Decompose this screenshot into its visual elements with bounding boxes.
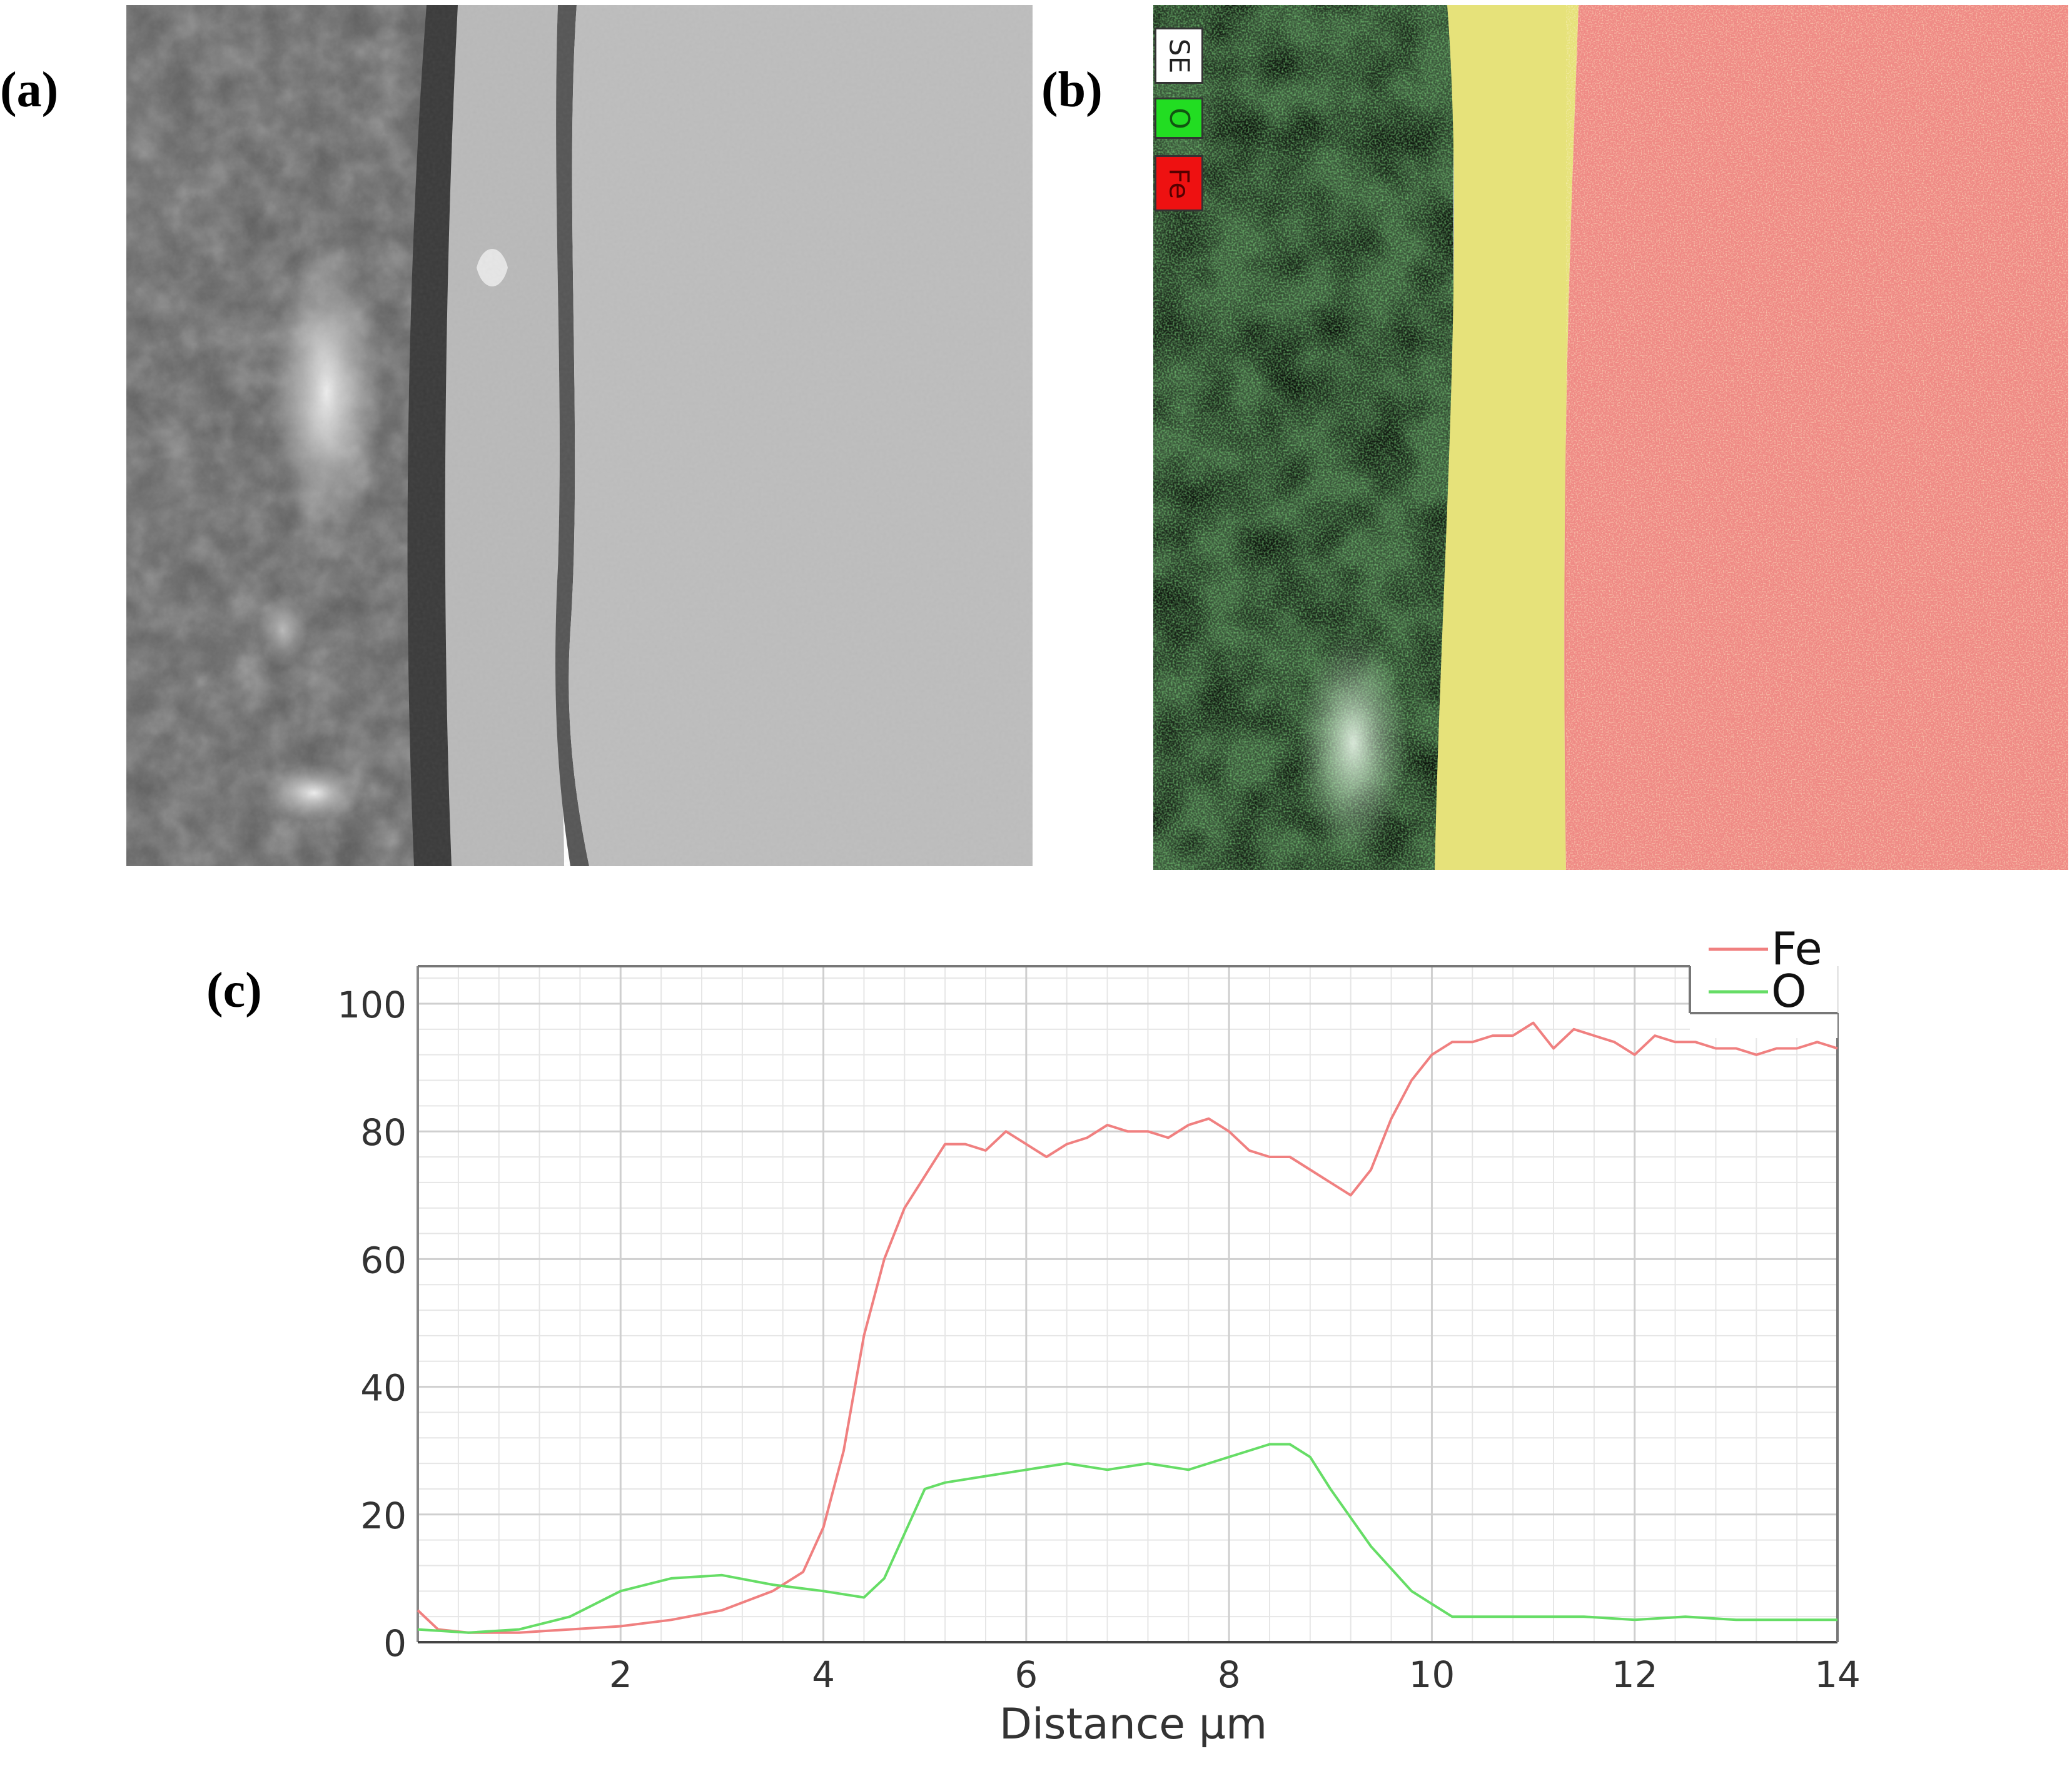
panel-b-label: (b) bbox=[1041, 63, 1103, 118]
y-tick-label: 0 bbox=[383, 1622, 407, 1665]
x-tick-label: 10 bbox=[1409, 1653, 1455, 1696]
map-key-o-label: O bbox=[1163, 107, 1195, 129]
x-tick-label: 8 bbox=[1218, 1653, 1241, 1696]
chart-axes bbox=[417, 965, 1839, 1643]
map-key-o: O bbox=[1155, 98, 1203, 139]
plot-background bbox=[418, 966, 1837, 1642]
map-key-fe: Fe bbox=[1155, 155, 1203, 211]
legend-label-fe: Fe bbox=[1771, 922, 1822, 975]
x-tick-label: 14 bbox=[1814, 1653, 1861, 1696]
x-tick-label: 4 bbox=[812, 1653, 835, 1696]
legend-box bbox=[1690, 938, 1837, 1038]
chart-ticks: 0 20 40 60 80 100 2 4 6 8 10 12 14 bbox=[337, 984, 1861, 1696]
y-tick-label: 20 bbox=[360, 1495, 407, 1537]
x-tick-label: 12 bbox=[1612, 1653, 1658, 1696]
panel-c-label: (c) bbox=[206, 963, 262, 1018]
x-tick-label: 6 bbox=[1014, 1653, 1038, 1696]
y-tick-label: 60 bbox=[360, 1239, 407, 1281]
chart-canvas: 0 20 40 60 80 100 2 4 6 8 10 12 14 FeO Distance µm bbox=[337, 922, 1861, 1749]
sem-micrograph bbox=[126, 5, 1033, 866]
y-tick-label: 80 bbox=[360, 1111, 407, 1154]
chart-grid bbox=[417, 966, 1839, 1643]
chart-series bbox=[417, 1021, 1838, 1634]
eds-element-map: SE O Fe bbox=[1153, 5, 2068, 870]
line-profile-chart: 0 20 40 60 80 100 2 4 6 8 10 12 14 Fe O Distance µm bbox=[0, 901, 2072, 1763]
series-line-fe bbox=[417, 1021, 1838, 1634]
y-tick-label: 100 bbox=[337, 984, 407, 1026]
map-key-fe-label: Fe bbox=[1163, 168, 1195, 199]
series-line-o bbox=[417, 1443, 1837, 1634]
x-axis-label: Distance µm bbox=[999, 1700, 1267, 1749]
x-tick-label: 2 bbox=[609, 1653, 632, 1696]
y-tick-label: 40 bbox=[360, 1367, 407, 1410]
panel-a-label: (a) bbox=[0, 63, 59, 118]
map-key-se: SE bbox=[1155, 28, 1203, 84]
legend-label-o: O bbox=[1771, 965, 1807, 1017]
chart-legend: FeO bbox=[1689, 922, 1837, 1038]
map-key-se-label: SE bbox=[1163, 38, 1195, 73]
